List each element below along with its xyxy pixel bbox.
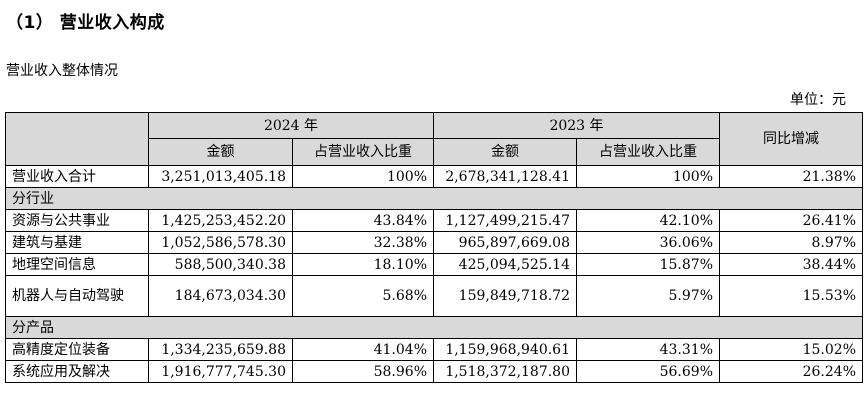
table-row: 机器人与自动驾驶 184,673,034.30 5.68% 159,849,71…: [5, 275, 863, 317]
cell-amount-2024: 3,251,013,405.18: [148, 165, 293, 188]
cell-amount-2023: 2,678,341,128.41: [433, 165, 577, 188]
cell-share-2024: 5.68%: [292, 275, 434, 317]
cell-yoy: 26.41%: [719, 209, 863, 232]
table-header-row: 2024 年 2023 年 同比增减: [5, 112, 863, 166]
group-label-industry: 分行业: [5, 187, 863, 210]
table-row: 建筑与基建 1,052,586,578.30 32.38% 965,897,66…: [5, 231, 863, 254]
row-label: 机器人与自动驾驶: [5, 275, 149, 317]
cell-amount-2024: 1,916,777,745.30: [148, 360, 293, 383]
table-row: 地理空间信息 588,500,340.38 18.10% 425,094,525…: [5, 253, 863, 276]
cell-share-2023: 36.06%: [576, 231, 720, 254]
cell-amount-2023: 965,897,669.08: [433, 231, 577, 254]
header-year-2023: 2023 年: [433, 112, 720, 139]
cell-yoy: 38.44%: [719, 253, 863, 276]
cell-share-2023: 42.10%: [576, 209, 720, 232]
cell-share-2023: 100%: [576, 165, 720, 188]
header-amount-2024: 金额: [148, 138, 293, 166]
header-amount-2023: 金额: [433, 138, 577, 166]
cell-amount-2023: 425,094,525.14: [433, 253, 577, 276]
cell-amount-2024: 1,052,586,578.30: [148, 231, 293, 254]
group-label-product: 分产品: [5, 316, 863, 339]
header-corner: [5, 112, 149, 166]
section-title: （1） 营业收入构成: [6, 13, 165, 33]
row-label: 地理空间信息: [5, 253, 149, 276]
header-year-2024: 2024 年: [148, 112, 434, 139]
subtitle: 营业收入整体情况: [6, 63, 118, 79]
cell-share-2024: 18.10%: [292, 253, 434, 276]
group-row-industry: 分行业: [5, 187, 863, 210]
row-label: 营业收入合计: [5, 165, 149, 188]
cell-amount-2023: 1,127,499,215.47: [433, 209, 577, 232]
row-label: 系统应用及解决: [5, 360, 149, 383]
cell-share-2024: 32.38%: [292, 231, 434, 254]
cell-amount-2023: 159,849,718.72: [433, 275, 577, 317]
cell-yoy: 15.53%: [719, 275, 863, 317]
table-row-total: 营业收入合计 3,251,013,405.18 100% 2,678,341,1…: [5, 165, 863, 188]
row-label: 高精度定位装备: [5, 338, 149, 361]
row-label: 建筑与基建: [5, 231, 149, 254]
table-row: 高精度定位装备 1,334,235,659.88 41.04% 1,159,96…: [5, 338, 863, 361]
cell-share-2023: 5.97%: [576, 275, 720, 317]
table-subheader-row: 金额 占营业收入比重 金额 占营业收入比重: [6, 138, 863, 166]
table-row: 系统应用及解决 1,916,777,745.30 58.96% 1,518,37…: [5, 360, 863, 383]
cell-amount-2024: 1,425,253,452.20: [148, 209, 293, 232]
cell-yoy: 8.97%: [719, 231, 863, 254]
cell-share-2024: 58.96%: [292, 360, 434, 383]
cell-share-2023: 15.87%: [576, 253, 720, 276]
cell-yoy: 26.24%: [719, 360, 863, 383]
table-row: 资源与公共事业 1,425,253,452.20 43.84% 1,127,49…: [5, 209, 863, 232]
cell-share-2024: 43.84%: [292, 209, 434, 232]
group-row-product: 分产品: [5, 316, 863, 339]
row-label: 资源与公共事业: [5, 209, 149, 232]
cell-share-2023: 56.69%: [576, 360, 720, 383]
header-share-2023: 占营业收入比重: [576, 138, 720, 166]
cell-yoy: 21.38%: [719, 165, 863, 188]
unit-label: 单位：元: [790, 92, 846, 108]
cell-yoy: 15.02%: [719, 338, 863, 361]
header-yoy: 同比增减: [719, 112, 863, 166]
cell-share-2024: 100%: [292, 165, 434, 188]
cell-share-2023: 43.31%: [576, 338, 720, 361]
revenue-table: 2024 年 2023 年 同比增减 金额 占营业收入比重 金额 占营业收入比重…: [5, 112, 863, 383]
cell-share-2024: 41.04%: [292, 338, 434, 361]
cell-amount-2024: 588,500,340.38: [148, 253, 293, 276]
cell-amount-2023: 1,159,968,940.61: [433, 338, 577, 361]
cell-amount-2024: 184,673,034.30: [148, 275, 293, 317]
header-share-2024: 占营业收入比重: [292, 138, 434, 166]
cell-amount-2023: 1,518,372,187.80: [433, 360, 577, 383]
cell-amount-2024: 1,334,235,659.88: [148, 338, 293, 361]
